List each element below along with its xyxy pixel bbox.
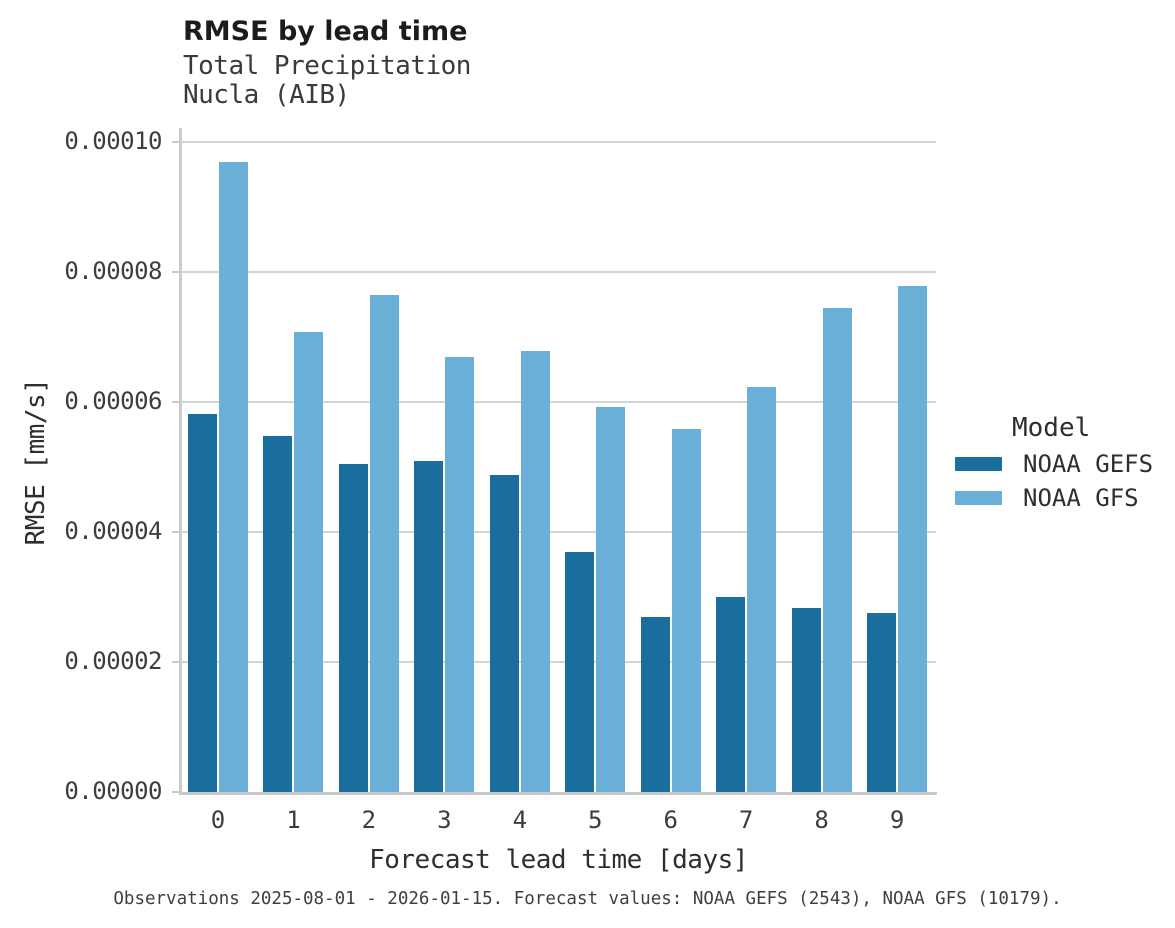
bar-noaa-gefs-day-6 xyxy=(640,617,670,792)
gridline xyxy=(181,531,936,533)
footer-caption: Observations 2025-08-01 - 2026-01-15. Fo… xyxy=(113,889,1062,909)
gridline xyxy=(181,141,936,143)
plot-panel xyxy=(172,128,937,795)
x-tick-label: 8 xyxy=(814,806,829,834)
y-axis-spine xyxy=(179,128,182,795)
legend-label: NOAA GEFS xyxy=(1023,450,1154,478)
bar-noaa-gefs-day-0 xyxy=(188,413,217,792)
bar-noaa-gfs-day-0 xyxy=(219,161,248,792)
legend-swatch-icon xyxy=(955,457,1002,471)
x-tick-label: 9 xyxy=(889,806,905,834)
chart-title: RMSE by lead time xyxy=(183,16,468,47)
bar-noaa-gfs-day-9 xyxy=(898,285,928,792)
bar-noaa-gefs-day-9 xyxy=(867,612,897,792)
x-tick-label: 4 xyxy=(512,806,528,834)
y-tick-label: 0.00006 xyxy=(64,387,162,415)
x-tick-label: 2 xyxy=(361,806,377,834)
x-axis-spine xyxy=(179,792,937,795)
y-tick-mark xyxy=(172,271,179,273)
y-tick-label: 0.00004 xyxy=(64,517,162,545)
y-tick-mark xyxy=(172,141,179,143)
legend-swatch-icon xyxy=(955,491,1002,505)
y-tick-label: 0.00008 xyxy=(64,257,162,285)
x-axis-title: Forecast lead time [days] xyxy=(369,845,748,875)
chart-subtitle-variable: Total Precipitation xyxy=(183,51,471,81)
bar-noaa-gfs-day-4 xyxy=(520,351,550,792)
chart-subtitle-station: Nucla (AIB) xyxy=(183,80,350,110)
bar-noaa-gfs-day-6 xyxy=(671,429,701,792)
gridline xyxy=(181,401,936,403)
x-tick-label: 7 xyxy=(738,806,754,834)
bar-noaa-gefs-day-5 xyxy=(565,552,595,792)
y-tick-mark xyxy=(172,661,179,663)
y-tick-label: 0.00002 xyxy=(64,647,162,675)
x-tick-label: 1 xyxy=(286,806,301,834)
bar-noaa-gefs-day-4 xyxy=(489,474,519,792)
x-tick-label: 5 xyxy=(588,806,603,834)
bar-noaa-gefs-day-3 xyxy=(414,460,444,792)
x-tick-label: 0 xyxy=(210,806,226,834)
y-tick-label: 0.00000 xyxy=(64,777,162,805)
bar-noaa-gefs-day-7 xyxy=(716,597,746,792)
bar-noaa-gefs-day-2 xyxy=(338,464,368,792)
y-tick-labels: 0.00000 0.00002 0.00004 0.00006 0.00008 0.000… xyxy=(0,127,162,805)
y-tick-mark xyxy=(172,791,179,793)
legend-title: Model xyxy=(1012,413,1091,443)
bar-noaa-gfs-day-2 xyxy=(369,294,399,792)
y-tick-mark xyxy=(172,531,179,533)
x-tick-label: 3 xyxy=(437,806,452,834)
legend-label: NOAA GFS xyxy=(1023,484,1139,512)
bar-noaa-gfs-day-1 xyxy=(294,331,324,792)
bar-noaa-gefs-day-8 xyxy=(791,608,821,792)
gridline xyxy=(181,661,936,663)
x-tick-label: 6 xyxy=(663,806,678,834)
bar-noaa-gfs-day-7 xyxy=(747,387,777,792)
y-tick-label: 0.00010 xyxy=(64,127,162,155)
bar-noaa-gfs-day-8 xyxy=(822,308,852,792)
bar-noaa-gefs-day-1 xyxy=(263,436,293,792)
bar-noaa-gfs-day-5 xyxy=(596,406,626,792)
bar-noaa-gfs-day-3 xyxy=(445,356,475,792)
gridline xyxy=(181,271,936,273)
y-tick-mark xyxy=(172,401,179,403)
